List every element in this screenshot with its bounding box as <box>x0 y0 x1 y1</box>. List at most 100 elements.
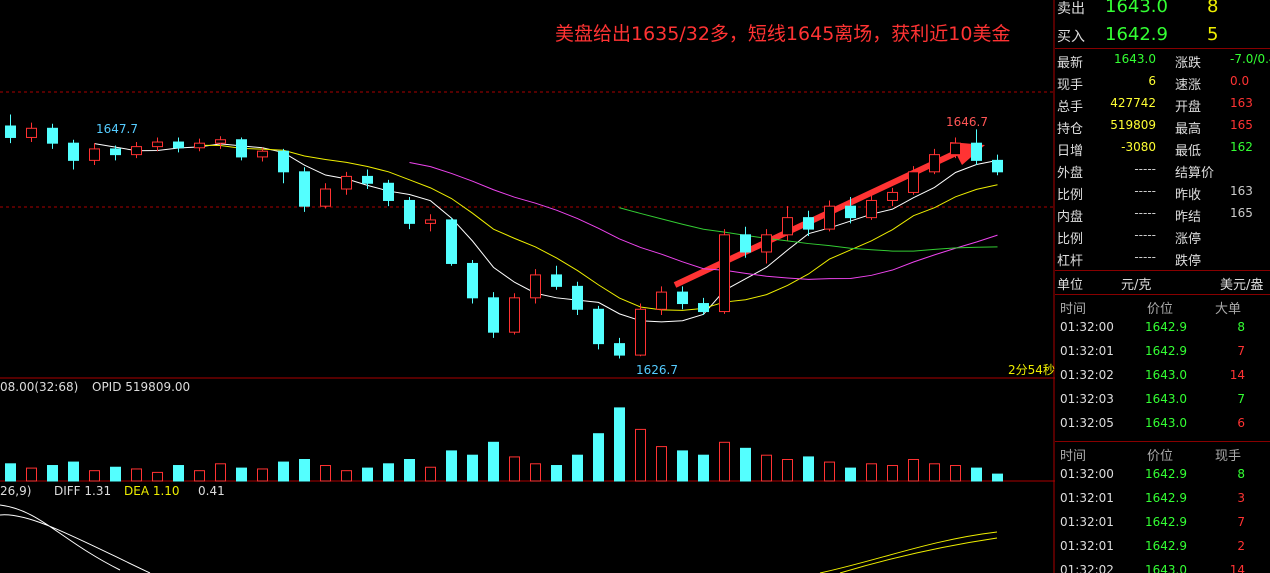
panel-text: ----- <box>1134 184 1156 198</box>
candle-body <box>803 217 814 230</box>
price-label: 1626.7 <box>636 363 678 377</box>
volume-bar <box>425 466 436 482</box>
separator <box>1055 294 1270 295</box>
panel-text: 7 <box>1237 392 1245 406</box>
candle-body <box>26 127 37 138</box>
volume-bar <box>341 470 352 482</box>
legend: DIFF 1.31 <box>54 484 111 498</box>
panel-text: 1643.0 <box>1105 0 1168 17</box>
panel-text: 2 <box>1237 539 1245 553</box>
volume-bar <box>278 461 289 482</box>
panel-text: 1642.9 <box>1145 491 1187 505</box>
candle-body <box>47 127 58 144</box>
panel-text: 最高 <box>1175 122 1202 137</box>
panel-text: 519809 <box>1110 118 1156 132</box>
volume-bar <box>152 471 163 482</box>
volume-bar <box>215 463 226 482</box>
annotation: 美盘给出1635/32多，短线1645离场，获利近10美金 <box>555 23 1010 45</box>
legend: OPID 519809.00 <box>92 380 190 394</box>
panel-text: 1642.9 <box>1145 320 1187 334</box>
candle-body <box>68 142 79 161</box>
panel-text: 1643.0 <box>1114 52 1156 66</box>
candle-body <box>593 308 604 345</box>
panel-text: 427742 <box>1110 96 1156 110</box>
panel-text: 内盘 <box>1057 210 1084 225</box>
panel-text: 01:32:01 <box>1060 491 1114 505</box>
volume-bar <box>89 470 100 482</box>
candle-body <box>782 217 793 236</box>
volume-bar <box>530 463 541 482</box>
candle-body <box>950 142 961 156</box>
candle-body <box>572 285 583 310</box>
panel-text: 买入 <box>1057 29 1085 45</box>
panel-text: ----- <box>1134 228 1156 242</box>
candle-body <box>719 234 730 313</box>
panel-text: ----- <box>1134 162 1156 176</box>
candle-body <box>194 142 205 149</box>
panel-text: 1642.9 <box>1145 515 1187 529</box>
volume-bar <box>908 459 919 482</box>
moving-average <box>199 144 998 311</box>
panel-text: 跌停 <box>1175 254 1202 269</box>
candle-body <box>215 139 226 144</box>
panel-text: 卖出 <box>1057 1 1085 17</box>
panel-text: 0.0 <box>1230 74 1250 88</box>
candle-body <box>257 150 268 158</box>
candle-body <box>5 125 16 138</box>
volume-bar <box>257 468 268 482</box>
volume-bar <box>614 407 625 482</box>
moving-average <box>94 143 998 323</box>
panel-text: 8 <box>1237 320 1245 334</box>
volume-bar <box>446 450 457 482</box>
panel-text: 14 <box>1229 368 1245 382</box>
legend: 26,9) <box>0 484 31 498</box>
panel-text: 持仓 <box>1057 122 1084 137</box>
panel-text: 价位 <box>1147 449 1174 464</box>
volume-bar <box>572 454 583 482</box>
candle-body <box>992 159 1003 173</box>
panel-text: 美元/盎 <box>1220 278 1264 293</box>
separator <box>1055 48 1270 49</box>
candle-body <box>320 188 331 207</box>
legend: 0.41 <box>198 484 225 498</box>
candle-body <box>845 205 856 219</box>
price-label: 1646.7 <box>946 115 988 129</box>
panel-text: ----- <box>1134 250 1156 264</box>
panel-text: 165 <box>1230 206 1253 220</box>
panel-text: 01:32:00 <box>1060 320 1114 334</box>
macd-line <box>0 504 151 573</box>
candle-body <box>761 234 772 253</box>
separator <box>1055 270 1270 271</box>
volume-bar <box>509 456 520 482</box>
candle-body <box>110 148 121 156</box>
volume-bar <box>635 428 646 482</box>
panel-text: 价位 <box>1147 302 1174 317</box>
panel-text: 时间 <box>1060 449 1087 464</box>
candle-body <box>362 175 373 184</box>
candle-body <box>446 219 457 264</box>
volume-bar <box>299 459 310 482</box>
candle-body <box>173 141 184 149</box>
panel-text: 开盘 <box>1175 100 1202 115</box>
panel-text: 8 <box>1237 467 1245 481</box>
panel-text: 比例 <box>1057 188 1084 203</box>
candle-body <box>677 291 688 305</box>
candle-body <box>908 171 919 193</box>
panel-text: 现手 <box>1215 449 1242 464</box>
separator <box>1055 441 1270 442</box>
panel-text: 1643.0 <box>1145 416 1187 430</box>
panel-text: 昨结 <box>1175 210 1202 225</box>
panel-text: 涨停 <box>1175 232 1202 247</box>
candle-body <box>509 297 520 333</box>
volume-bar <box>362 467 373 482</box>
candle-body <box>299 171 310 207</box>
volume-bar <box>929 463 940 482</box>
candle-body <box>698 303 709 313</box>
volume-bar <box>719 441 730 482</box>
volume-bar <box>551 465 562 482</box>
macd-line <box>819 531 998 573</box>
volume-bar <box>845 467 856 482</box>
panel-text: 01:32:03 <box>1060 392 1114 406</box>
volume-bar <box>803 456 814 482</box>
